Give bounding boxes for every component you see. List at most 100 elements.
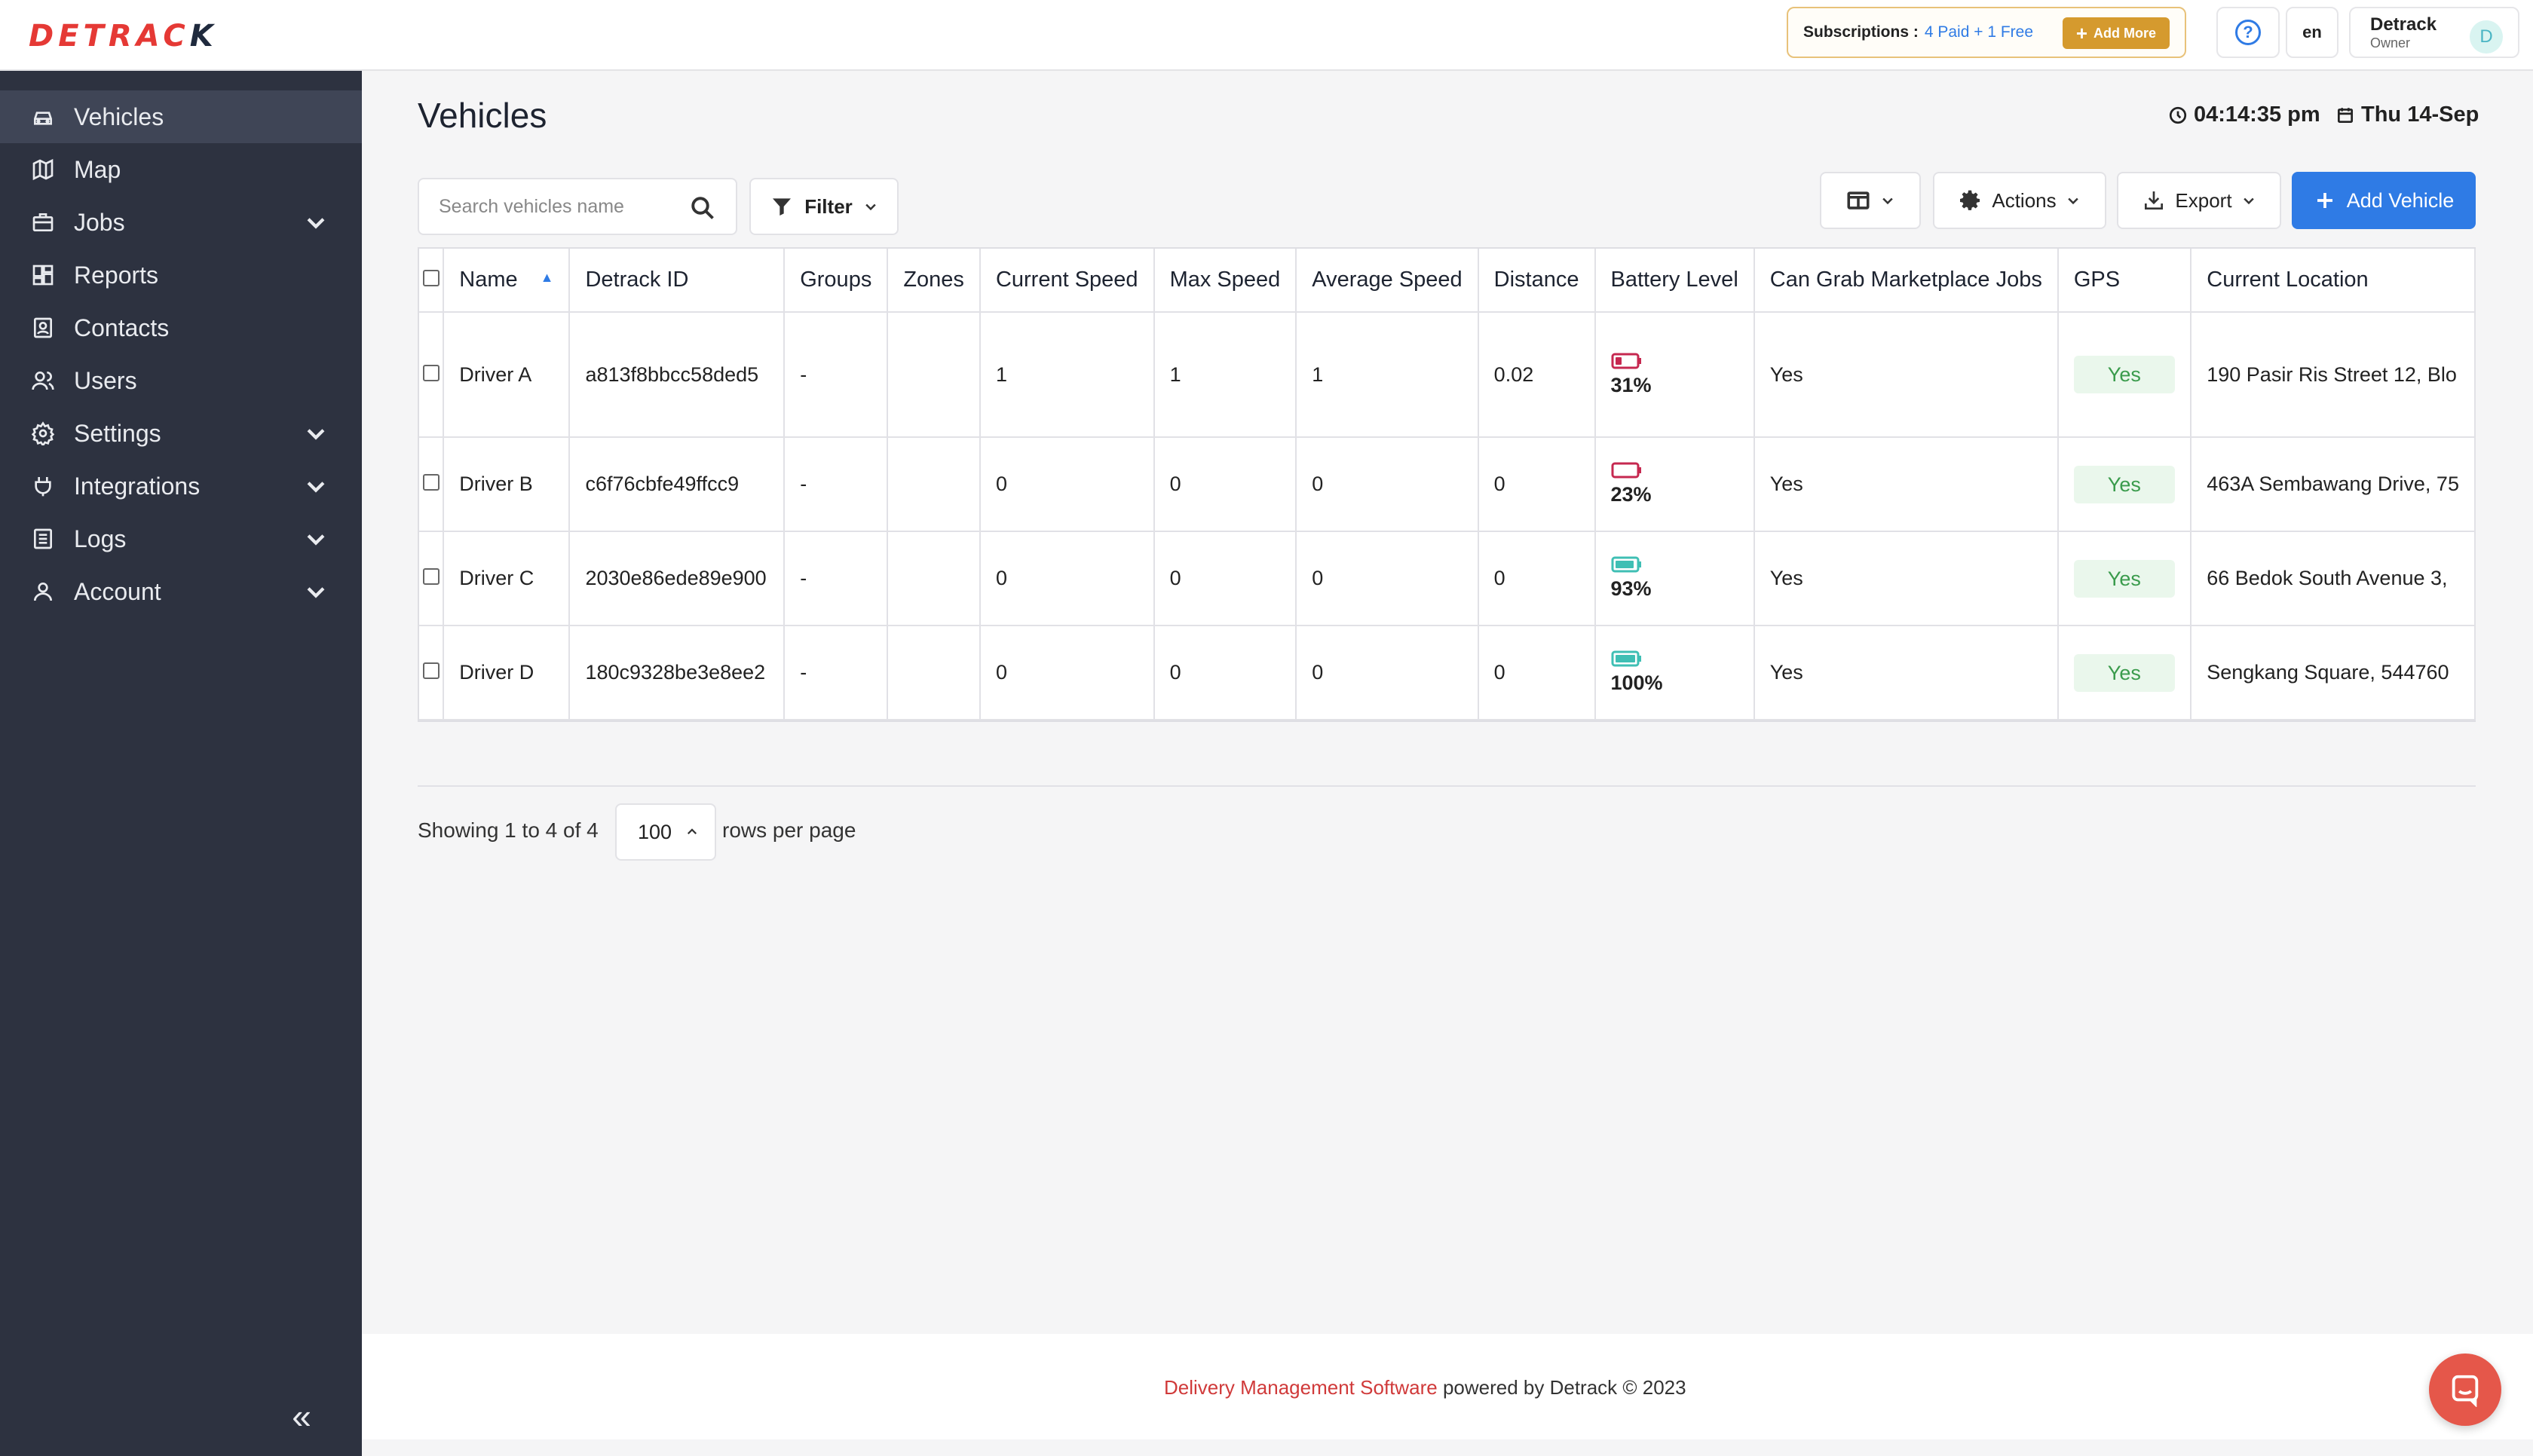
chevron-down-icon <box>2243 197 2254 205</box>
collapse-sidebar-icon[interactable]: « <box>292 1396 311 1436</box>
cell-name[interactable]: Driver A <box>443 312 571 438</box>
calendar-icon <box>2337 107 2354 123</box>
plus-icon <box>2317 193 2332 208</box>
column-header-battery-level[interactable]: Battery Level <box>1594 249 1755 313</box>
chevron-down-icon[interactable] <box>303 421 329 446</box>
cell-zones <box>887 626 981 720</box>
sidebar-item-reports[interactable]: Reports <box>0 249 362 301</box>
column-header-average-speed[interactable]: Average Speed <box>1296 249 1479 313</box>
search-box <box>418 178 737 235</box>
sidebar-item-integrations[interactable]: Integrations <box>0 460 362 512</box>
current-time: 04:14:35 pm <box>2168 102 2320 127</box>
cell-gps: Yes <box>2057 531 2192 626</box>
cell-max-speed: 0 <box>1153 531 1297 626</box>
table-row[interactable]: Driver B c6f76cbfe49ffcc9 - 0 0 0 0 23% … <box>419 437 2476 532</box>
add-more-button[interactable]: + Add More <box>2062 17 2170 49</box>
help-button[interactable]: ? <box>2216 7 2280 58</box>
row-checkbox[interactable] <box>422 474 440 491</box>
cell-detrack-id: 180c9328be3e8ee2 <box>569 626 786 720</box>
cell-groups: - <box>784 437 889 532</box>
cell-name[interactable]: Driver C <box>443 531 571 626</box>
sidebar-item-account[interactable]: Account <box>0 565 362 618</box>
sidebar-item-contacts[interactable]: Contacts <box>0 301 362 354</box>
row-checkbox[interactable] <box>422 364 440 381</box>
plug-icon <box>30 473 56 499</box>
cell-gps: Yes <box>2057 312 2192 438</box>
cell-gps: Yes <box>2057 626 2192 720</box>
clock-icon <box>2169 106 2187 124</box>
sidebar-item-jobs[interactable]: Jobs <box>0 196 362 249</box>
dashboard-icon <box>30 262 56 288</box>
column-header-gps[interactable]: GPS <box>2057 249 2192 313</box>
actions-button[interactable]: Actions <box>1933 172 2106 229</box>
gps-status-badge: Yes <box>2073 356 2175 393</box>
column-header-distance[interactable]: Distance <box>1478 249 1596 313</box>
cell-groups: - <box>784 626 889 720</box>
column-header-name[interactable]: Name ▲ <box>443 249 571 313</box>
chevron-down-icon[interactable] <box>303 473 329 499</box>
table-row[interactable]: Driver D 180c9328be3e8ee2 - 0 0 0 0 100%… <box>419 626 2476 720</box>
cell-average-speed: 0 <box>1296 531 1479 626</box>
cell-detrack-id: 2030e86ede89e900 <box>569 531 786 626</box>
rows-per-page-label: rows per page <box>722 818 856 842</box>
table-header-row: Name ▲ Detrack ID Groups Zones Current Sp… <box>419 249 2476 313</box>
column-header-detrack-id[interactable]: Detrack ID <box>569 249 786 313</box>
download-icon <box>2145 191 2164 210</box>
table-row[interactable]: Driver C 2030e86ede89e900 - 0 0 0 0 93% … <box>419 531 2476 626</box>
detrack-logo[interactable]: DETRAC K <box>29 19 218 54</box>
cell-distance: 0 <box>1478 531 1596 626</box>
column-header-groups[interactable]: Groups <box>784 249 889 313</box>
cell-location: 463A Sembawang Drive, 75 <box>2191 437 2476 532</box>
briefcase-icon <box>30 210 56 235</box>
cell-groups: - <box>784 531 889 626</box>
contact-book-icon <box>30 315 56 341</box>
cell-battery: 23% <box>1594 437 1755 532</box>
rows-per-page-select[interactable]: 100 <box>615 803 716 861</box>
row-checkbox[interactable] <box>422 568 440 585</box>
row-checkbox[interactable] <box>422 662 440 679</box>
column-header-max-speed[interactable]: Max Speed <box>1153 249 1297 313</box>
cell-marketplace: Yes <box>1753 437 2059 532</box>
chevron-down-icon <box>865 203 876 211</box>
gps-status-badge: Yes <box>2073 465 2175 503</box>
column-header-current-speed[interactable]: Current Speed <box>979 249 1155 313</box>
top-bar: DETRAC K Subscriptions : 4 Paid + 1 Free … <box>0 0 2533 71</box>
chevron-down-icon[interactable] <box>303 526 329 552</box>
sidebar-item-logs[interactable]: Logs <box>0 512 362 565</box>
battery-icon <box>1611 650 1641 667</box>
chevron-down-icon[interactable] <box>303 579 329 604</box>
chevron-down-icon <box>1882 197 1893 205</box>
subscriptions-value[interactable]: 4 Paid + 1 Free <box>1924 23 2034 41</box>
user-menu[interactable]: Detrack Owner D <box>2349 7 2519 58</box>
sidebar-item-users[interactable]: Users <box>0 354 362 407</box>
footer-link[interactable]: Delivery Management Software <box>1164 1376 1438 1399</box>
user-icon <box>30 579 56 604</box>
sidebar: Vehicles Map Jobs Reports Contacts Users… <box>0 71 362 1456</box>
footer: Delivery Management Software powered by … <box>362 1334 2533 1439</box>
language-selector[interactable]: en <box>2286 7 2339 58</box>
cell-battery: 31% <box>1594 312 1755 438</box>
chat-button[interactable] <box>2429 1354 2501 1426</box>
cell-marketplace: Yes <box>1753 312 2059 438</box>
cell-max-speed: 0 <box>1153 626 1297 720</box>
columns-button[interactable] <box>1820 172 1921 229</box>
cell-name[interactable]: Driver B <box>443 437 571 532</box>
column-header-zones[interactable]: Zones <box>887 249 981 313</box>
sidebar-item-settings[interactable]: Settings <box>0 407 362 460</box>
table-row[interactable]: Driver A a813f8bbcc58ded5 - 1 1 1 0.02 3… <box>419 312 2476 438</box>
export-button[interactable]: Export <box>2117 172 2281 229</box>
sort-ascending-icon[interactable]: ▲ <box>540 270 554 285</box>
select-all-checkbox[interactable] <box>422 270 440 286</box>
table-divider <box>418 785 2476 787</box>
search-input[interactable] <box>439 195 680 218</box>
column-header-current-location[interactable]: Current Location <box>2191 249 2476 313</box>
chevron-down-icon[interactable] <box>303 210 329 235</box>
column-header-marketplace-jobs[interactable]: Can Grab Marketplace Jobs <box>1753 249 2059 313</box>
add-vehicle-button[interactable]: Add Vehicle <box>2292 172 2476 229</box>
cell-name[interactable]: Driver D <box>443 626 571 720</box>
sidebar-item-vehicles[interactable]: Vehicles <box>0 90 362 143</box>
search-icon[interactable] <box>689 194 716 222</box>
sidebar-item-map[interactable]: Map <box>0 143 362 196</box>
filter-button[interactable]: Filter <box>749 178 899 235</box>
battery-icon <box>1611 556 1641 573</box>
